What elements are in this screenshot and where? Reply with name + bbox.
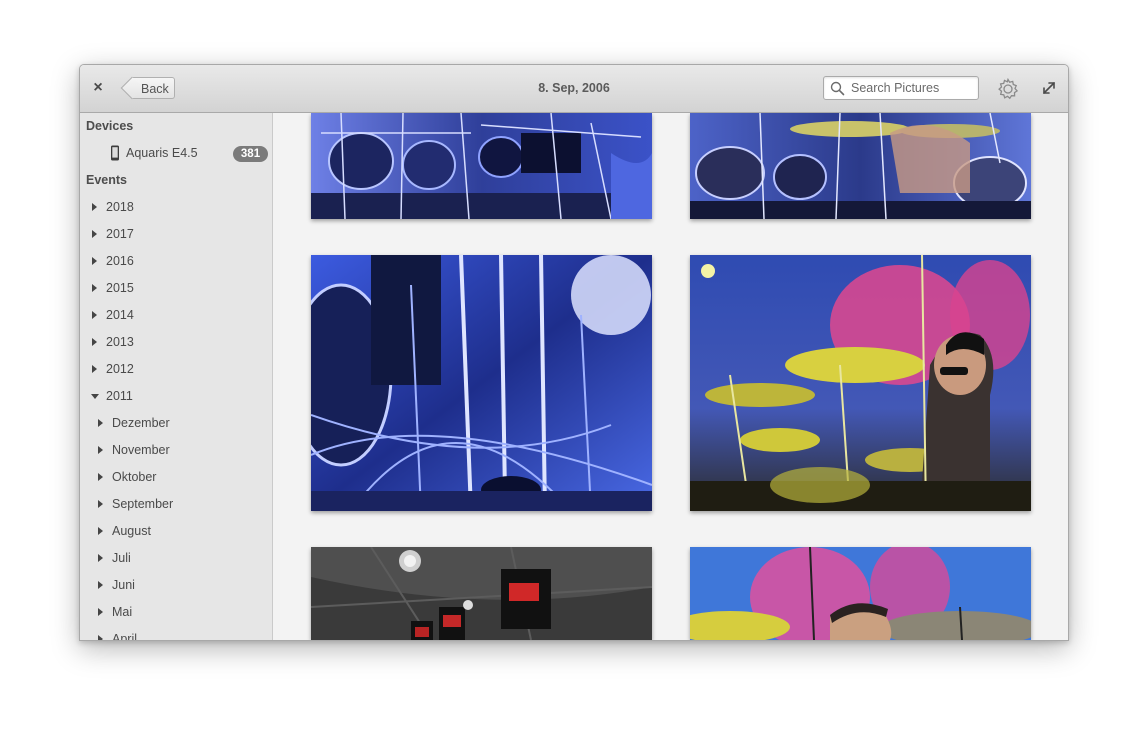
triangle-right-icon (92, 284, 97, 292)
header-bar: × Back 8. Sep, 2006 (80, 65, 1068, 113)
year-label: 2012 (106, 362, 134, 376)
month-label: April (112, 632, 138, 640)
photo-grid (273, 113, 1068, 640)
events-heading: Events (86, 173, 127, 187)
triangle-right-icon (98, 608, 103, 616)
devices-heading: Devices (86, 119, 134, 133)
triangle-down-icon (91, 394, 99, 399)
photo-thumbnail[interactable] (311, 547, 652, 640)
triangle-right-icon (98, 473, 103, 481)
photo-thumbnail[interactable] (690, 547, 1031, 640)
photo-count-badge: 381 (233, 146, 268, 162)
month-label: Mai (112, 605, 133, 619)
triangle-right-icon (98, 527, 103, 535)
search-input[interactable] (851, 77, 975, 99)
back-button-label: Back (141, 82, 169, 96)
triangle-right-icon (98, 554, 103, 562)
photo-thumbnail[interactable] (311, 255, 652, 511)
search-icon (830, 81, 845, 96)
window-title: 8. Sep, 2006 (538, 81, 610, 95)
month-label: September (112, 497, 174, 511)
gear-icon[interactable] (996, 77, 1020, 101)
triangle-right-icon (98, 446, 103, 454)
triangle-right-icon (98, 419, 103, 427)
triangle-right-icon (92, 203, 97, 211)
triangle-right-icon (98, 500, 103, 508)
photo-thumbnail[interactable] (690, 113, 1031, 219)
year-label: 2011 (106, 389, 133, 403)
month-label: Juni (112, 578, 135, 592)
maximize-icon[interactable] (1042, 81, 1056, 95)
year-label: 2016 (106, 254, 134, 268)
back-button[interactable]: Back (120, 76, 175, 100)
device-name: Aquaris E4.5 (126, 146, 198, 160)
month-label: Juli (112, 551, 131, 565)
triangle-right-icon (92, 338, 97, 346)
triangle-right-icon (98, 581, 103, 589)
year-label: 2017 (106, 227, 134, 241)
sidebar: Devices Aquaris E4.5 381 Events 2018 201… (80, 113, 273, 640)
phone-icon (111, 145, 119, 161)
month-label: August (112, 524, 151, 538)
photo-thumbnail[interactable] (690, 255, 1031, 511)
photos-window: × Back 8. Sep, 2006 (79, 64, 1069, 641)
year-label: 2018 (106, 200, 134, 214)
photo-thumbnail[interactable] (311, 113, 652, 219)
triangle-right-icon (92, 311, 97, 319)
month-label: November (112, 443, 170, 457)
year-label: 2014 (106, 308, 134, 322)
triangle-right-icon (98, 635, 103, 640)
triangle-right-icon (92, 257, 97, 265)
year-label: 2015 (106, 281, 134, 295)
sidebar-item-device[interactable]: Aquaris E4.5 381 (108, 144, 268, 162)
close-icon[interactable]: × (93, 79, 103, 96)
month-label: Dezember (112, 416, 170, 430)
triangle-right-icon (92, 230, 97, 238)
year-label: 2013 (106, 335, 134, 349)
search-field[interactable] (823, 76, 979, 100)
month-label: Oktober (112, 470, 157, 484)
triangle-right-icon (92, 365, 97, 373)
